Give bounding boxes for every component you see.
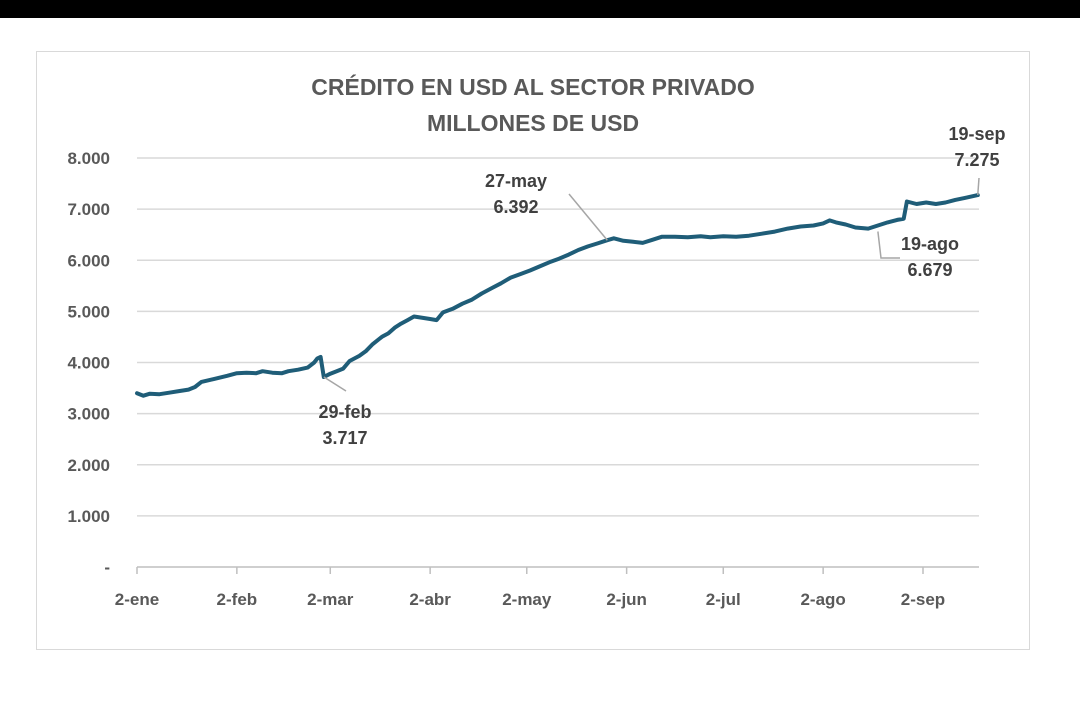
chart-frame [36,51,1030,650]
y-tick-label: 2.000 [67,456,110,475]
annotation-value: 7.275 [954,150,999,170]
y-tick-label: 5.000 [67,302,110,321]
annotation-leader [323,376,347,392]
annotation-value: 3.717 [322,428,367,448]
annotation-date: 29-feb [318,402,371,422]
x-tick-label: 2-may [502,590,552,609]
y-tick-label: - [104,558,110,577]
chart-title: CRÉDITO EN USD AL SECTOR PRIVADO [311,73,754,100]
series-line [135,193,980,398]
x-tick-label: 2-abr [409,590,451,609]
y-tick-label: 4.000 [67,354,110,373]
annotation-leader [877,231,900,259]
annotation-date: 19-sep [948,124,1005,144]
x-tick-label: 2-ene [115,590,159,609]
x-tick-label: 2-sep [901,590,945,609]
annotation-leader [568,193,608,241]
annotation-leader [977,177,980,196]
annotation-date: 27-may [485,171,547,191]
x-tick-label: 2-feb [217,590,258,609]
x-tick-label: 2-jul [706,590,741,609]
y-tick-label: 6.000 [67,251,110,270]
top-black-bar [0,0,1080,18]
annotation-date: 19-ago [901,234,959,254]
y-tick-label: 1.000 [67,507,110,526]
chart-subtitle: MILLONES DE USD [427,110,639,136]
y-tick-label: 7.000 [67,200,110,219]
annotation-value: 6.679 [907,260,952,280]
x-tick-label: 2-mar [307,590,354,609]
y-tick-label: 8.000 [67,149,110,168]
x-tick-label: 2-jun [606,590,647,609]
annotation-value: 6.392 [493,197,538,217]
y-tick-label: 3.000 [67,405,110,424]
x-tick-label: 2-ago [800,590,845,609]
